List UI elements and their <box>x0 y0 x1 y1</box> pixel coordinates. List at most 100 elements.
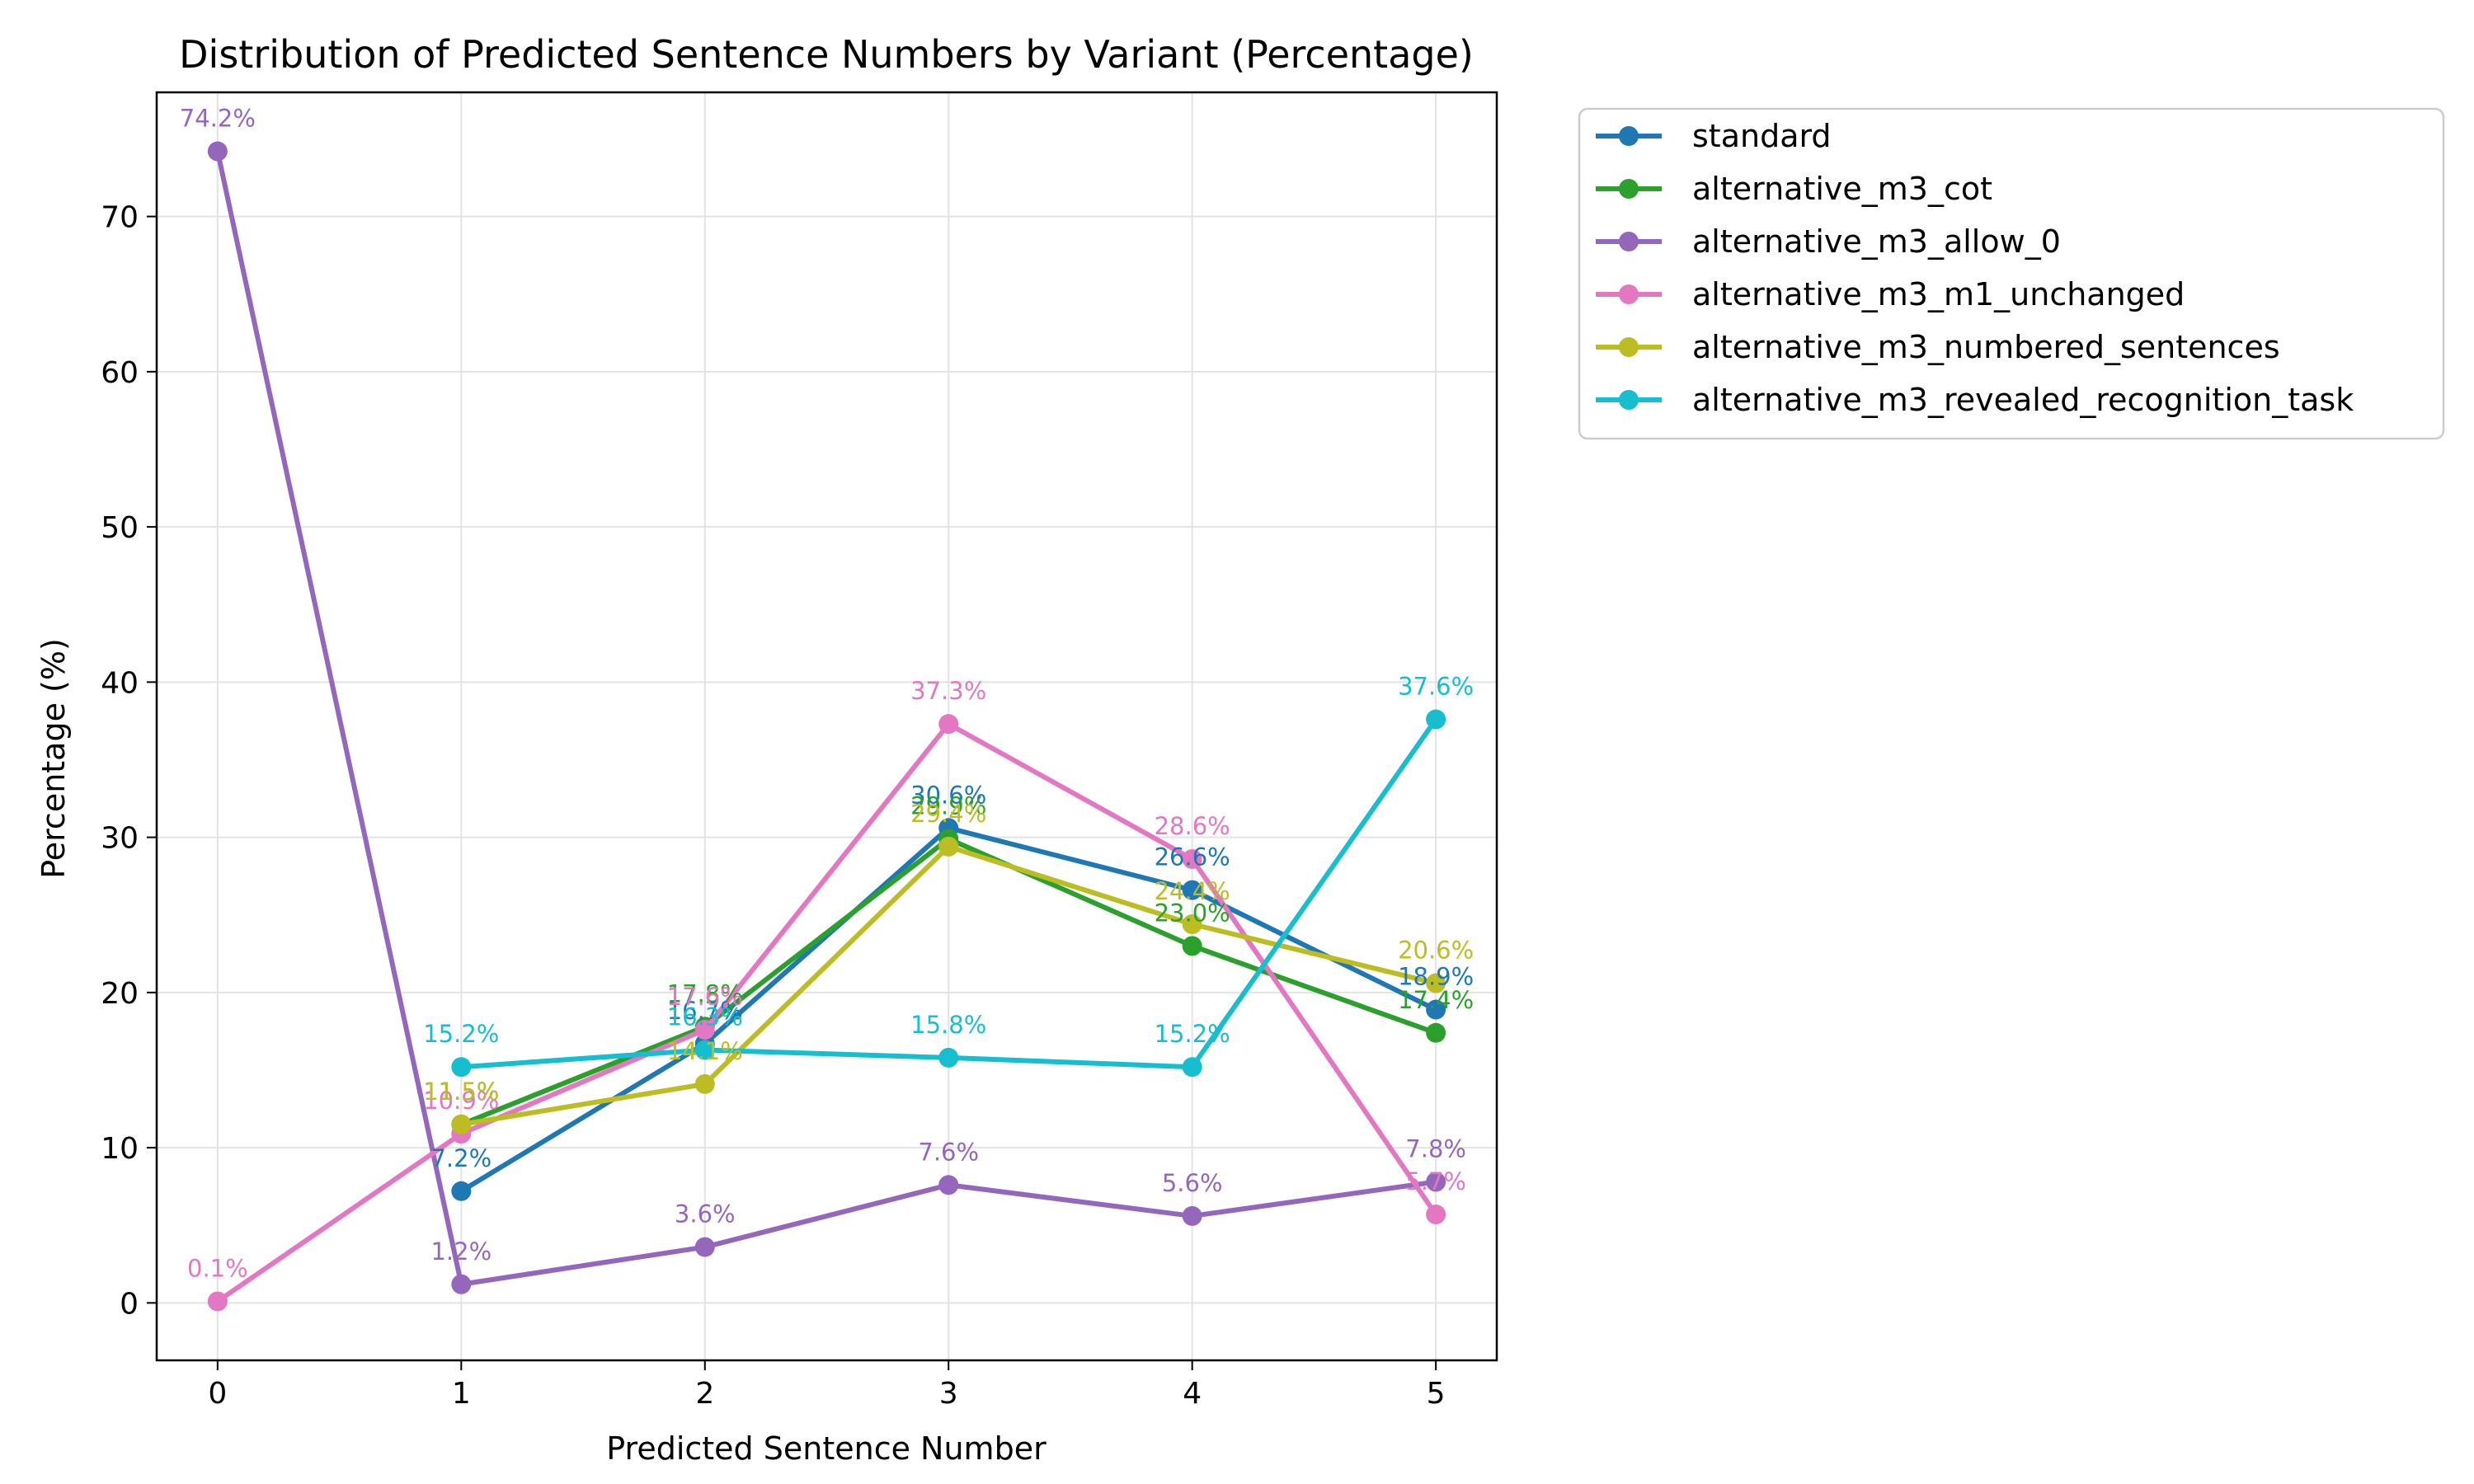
data-point <box>1182 914 1202 935</box>
legend-item: standard <box>1596 118 1832 154</box>
data-point <box>1426 999 1446 1020</box>
data-label: 5.7% <box>1405 1167 1466 1195</box>
legend-swatch-marker <box>1619 179 1639 199</box>
legend-label: alternative_m3_allow_0 <box>1692 223 2061 260</box>
data-label: 37.6% <box>1398 673 1474 701</box>
legend-swatch-marker <box>1619 126 1639 146</box>
data-point <box>694 1073 715 1094</box>
series-alternative-m3-revealed-recognition-task <box>451 709 1446 1078</box>
data-point <box>451 1057 472 1078</box>
plot-frame <box>155 91 1498 1362</box>
data-point <box>207 141 228 162</box>
y-tick-label: 60 <box>101 356 139 390</box>
x-tick-label: 3 <box>939 1377 958 1411</box>
data-label: 1.2% <box>430 1237 492 1266</box>
data-label: 23.0% <box>1155 899 1230 927</box>
data-label: 37.3% <box>910 677 986 705</box>
y-tick-label: 40 <box>101 666 139 700</box>
grid <box>157 92 1497 1360</box>
data-point <box>207 1291 228 1312</box>
data-point <box>451 1274 472 1294</box>
data-label: 24.4% <box>1155 877 1230 905</box>
y-axis-label: Percentage (%) <box>35 638 72 879</box>
data-label: 15.2% <box>1155 1020 1230 1048</box>
data-point <box>694 1040 715 1060</box>
data-label: 16.7% <box>667 997 743 1025</box>
legend-label: alternative_m3_numbered_sentences <box>1692 329 2280 365</box>
series-line <box>214 148 1439 1287</box>
legend-swatch-marker <box>1619 232 1639 251</box>
legend-item: alternative_m3_m1_unchanged <box>1596 276 2185 312</box>
series-alternative-m3-allow-0 <box>207 141 1446 1294</box>
series-alternative-m3-m1-unchanged <box>207 714 1446 1312</box>
data-label: 17.6% <box>667 983 743 1011</box>
legend-label: standard <box>1692 118 1832 154</box>
data-label: 5.6% <box>1162 1169 1223 1197</box>
series-layer <box>207 141 1446 1312</box>
data-point <box>1182 1205 1202 1226</box>
plot-area: 7.2% 16.7% 30.6% 26.6% 18.9% 11.5% 17.8% 29.9% 2… <box>155 91 1498 1362</box>
data-point <box>1426 973 1446 993</box>
data-label: 28.6% <box>1155 812 1230 840</box>
data-point <box>451 1181 472 1201</box>
x-tick-label: 5 <box>1427 1377 1446 1411</box>
legend-item: alternative_m3_cot <box>1596 171 1992 207</box>
series-line <box>214 721 1439 1304</box>
data-point <box>694 1237 715 1257</box>
data-label: 18.9% <box>1398 963 1474 991</box>
data-label: 26.6% <box>1155 843 1230 871</box>
data-label: 7.6% <box>918 1138 979 1166</box>
data-point <box>1426 709 1446 730</box>
legend-label: alternative_m3_revealed_recognition_task <box>1692 382 2354 418</box>
data-point <box>1182 1057 1202 1078</box>
x-tick-label: 2 <box>695 1377 714 1411</box>
data-labels: 7.2% 16.7% 30.6% 26.6% 18.9% 11.5% 17.8% 29.9% 2… <box>180 105 1474 1283</box>
data-label: 74.2% <box>180 105 256 133</box>
data-label: 14.1% <box>667 1037 743 1065</box>
legend: standard alternative_m3_cot alternative_m3… <box>1578 107 2445 440</box>
data-point <box>938 836 959 857</box>
data-label: 30.6% <box>910 781 986 809</box>
legend-item: alternative_m3_allow_0 <box>1596 223 2061 260</box>
legend-box <box>1578 107 2445 440</box>
legend-item: alternative_m3_numbered_sentences <box>1596 329 2280 365</box>
data-label: 0.1% <box>187 1254 248 1282</box>
data-label: 3.6% <box>675 1200 736 1228</box>
x-tick-label: 0 <box>208 1377 227 1411</box>
data-label: 11.5% <box>423 1078 499 1106</box>
data-point <box>1426 1205 1446 1225</box>
data-label: 20.6% <box>1398 937 1474 965</box>
data-point <box>1182 848 1202 869</box>
x-tick-label: 4 <box>1183 1377 1202 1411</box>
legend-label: alternative_m3_cot <box>1692 171 1992 207</box>
y-axis: 0 10 20 30 40 50 60 70 <box>101 201 157 1321</box>
data-point <box>938 1047 959 1068</box>
data-point <box>1182 936 1202 956</box>
y-tick-label: 0 <box>120 1287 139 1321</box>
data-point <box>451 1114 472 1134</box>
data-point <box>1426 1172 1446 1192</box>
legend-swatch-marker <box>1619 284 1639 304</box>
legend-swatch-marker <box>1619 337 1639 357</box>
data-point <box>694 1020 715 1040</box>
data-label: 11.5% <box>423 1078 499 1106</box>
data-label: 29.9% <box>910 791 986 819</box>
series-alternative-m3-numbered-sentences <box>451 836 1446 1134</box>
data-point <box>938 1175 959 1195</box>
data-label: 16.3% <box>667 1003 743 1031</box>
x-tick-label: 1 <box>452 1377 471 1411</box>
data-label: 15.2% <box>423 1020 499 1048</box>
data-label: 17.8% <box>667 979 743 1007</box>
data-point <box>1182 880 1202 900</box>
legend-item: alternative_m3_revealed_recognition_task <box>1596 382 2354 418</box>
x-axis-label: Predicted Sentence Number <box>606 1430 1047 1467</box>
data-label: 10.9% <box>423 1087 499 1115</box>
data-label: 7.2% <box>430 1144 492 1172</box>
chart-title: Distribution of Predicted Sentence Numbe… <box>179 32 1474 77</box>
y-tick-label: 30 <box>101 822 139 856</box>
y-tick-label: 20 <box>101 977 139 1011</box>
data-label: 15.8% <box>910 1011 986 1039</box>
y-tick-label: 50 <box>101 511 139 545</box>
data-label: 7.8% <box>1405 1135 1466 1163</box>
